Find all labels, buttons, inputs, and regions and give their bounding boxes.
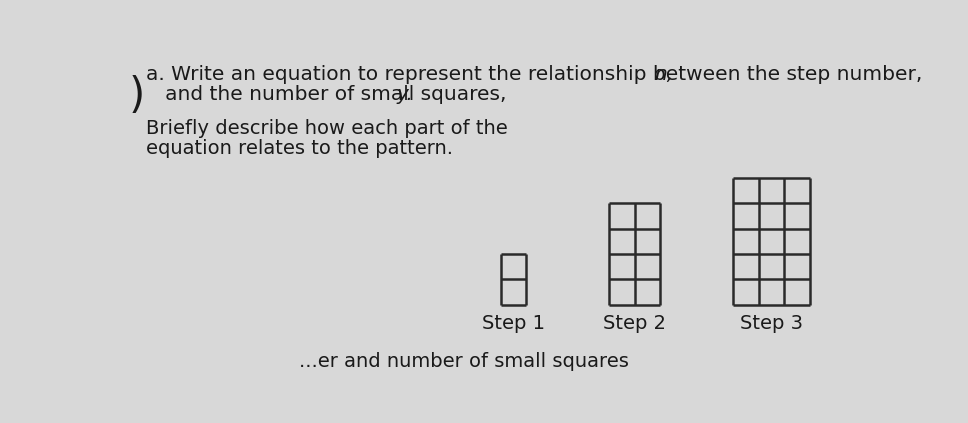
Text: equation relates to the pattern.: equation relates to the pattern. <box>146 139 453 157</box>
Text: y.: y. <box>396 85 413 104</box>
Text: Step 2: Step 2 <box>603 314 666 333</box>
Text: Step 1: Step 1 <box>482 314 545 333</box>
Text: Briefly describe how each part of the: Briefly describe how each part of the <box>146 118 507 137</box>
Text: a. Write an equation to represent the relationship between the step number,: a. Write an equation to represent the re… <box>146 65 928 84</box>
Text: ...er and number of small squares: ...er and number of small squares <box>299 352 629 371</box>
Text: n,: n, <box>654 65 674 84</box>
Text: ): ) <box>129 75 145 118</box>
Text: and the number of small squares,: and the number of small squares, <box>146 85 513 104</box>
Text: Step 3: Step 3 <box>741 314 803 333</box>
